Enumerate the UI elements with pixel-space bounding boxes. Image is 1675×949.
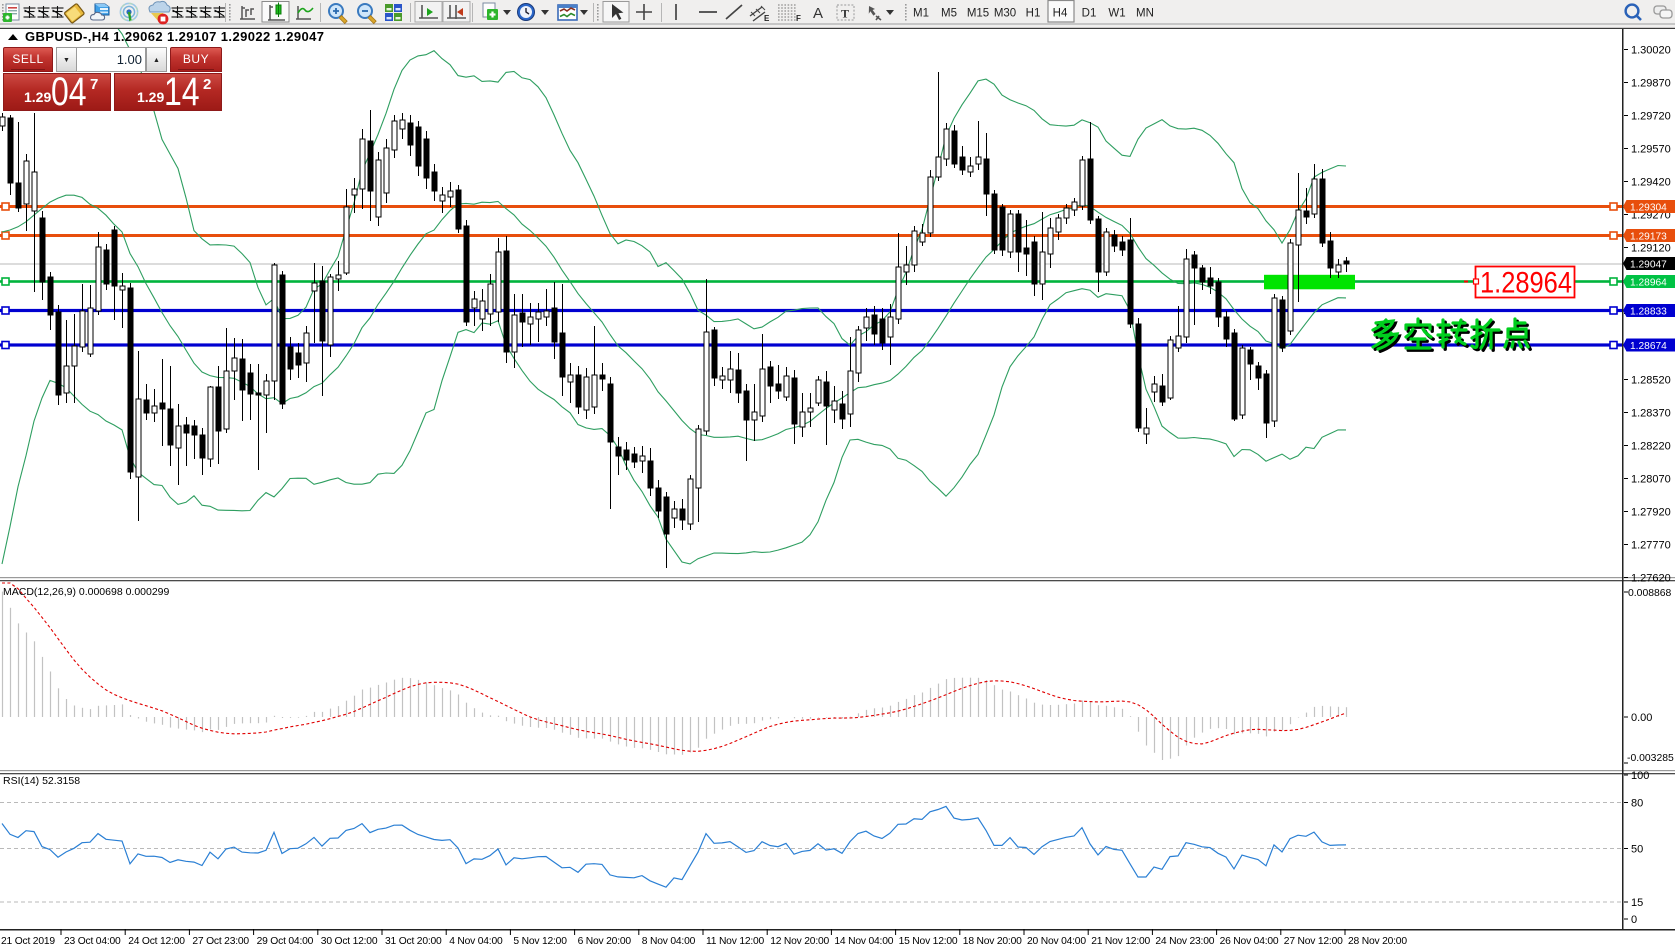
- svg-text:1.28070: 1.28070: [1631, 474, 1671, 486]
- svg-text:W1: W1: [1108, 8, 1125, 20]
- svg-text:F: F: [796, 14, 801, 23]
- svg-text:0.00: 0.00: [1631, 712, 1652, 724]
- svg-text:0.008868: 0.008868: [1628, 588, 1672, 599]
- svg-text:1.29420: 1.29420: [1631, 177, 1671, 189]
- svg-text:H4: H4: [1053, 8, 1068, 20]
- svg-text:20 Nov 04:00: 20 Nov 04:00: [1027, 936, 1086, 947]
- svg-text:8 Nov 04:00: 8 Nov 04:00: [642, 936, 696, 947]
- svg-text:1.30020: 1.30020: [1631, 45, 1671, 57]
- svg-text:RSI(14) 52.3158: RSI(14) 52.3158: [3, 775, 80, 787]
- svg-text:27 Oct 23:00: 27 Oct 23:00: [192, 936, 249, 947]
- svg-text:1.28520: 1.28520: [1631, 375, 1671, 387]
- svg-text:MACD(12,26,9) 0.000698 0.00029: MACD(12,26,9) 0.000698 0.000299: [3, 586, 170, 598]
- svg-text:28 Nov 20:00: 28 Nov 20:00: [1348, 936, 1407, 947]
- svg-text:15 Nov 12:00: 15 Nov 12:00: [899, 936, 958, 947]
- svg-text:1.29720: 1.29720: [1631, 111, 1671, 123]
- svg-text:MN: MN: [1136, 8, 1154, 20]
- svg-text:24 Oct 12:00: 24 Oct 12:00: [128, 936, 185, 947]
- svg-text:1.27920: 1.27920: [1631, 507, 1671, 519]
- svg-text:50: 50: [1631, 844, 1643, 856]
- svg-text:31 Oct 20:00: 31 Oct 20:00: [385, 936, 442, 947]
- svg-text:M5: M5: [941, 8, 957, 20]
- svg-text:M1: M1: [913, 8, 929, 20]
- svg-text:27 Nov 12:00: 27 Nov 12:00: [1284, 936, 1343, 947]
- svg-text:1.29870: 1.29870: [1631, 78, 1671, 90]
- svg-text:H1: H1: [1026, 8, 1041, 20]
- svg-text:E: E: [764, 14, 770, 23]
- svg-text:1.28370: 1.28370: [1631, 408, 1671, 420]
- svg-text:14 Nov 04:00: 14 Nov 04:00: [834, 936, 893, 947]
- svg-text:30 Oct 12:00: 30 Oct 12:00: [321, 936, 378, 947]
- svg-text:1.27620: 1.27620: [1631, 573, 1671, 585]
- svg-text:15: 15: [1631, 897, 1643, 909]
- svg-text:T: T: [841, 7, 849, 21]
- svg-text:4 Nov 04:00: 4 Nov 04:00: [449, 936, 503, 947]
- svg-text:1.27770: 1.27770: [1631, 540, 1671, 552]
- svg-text:-0.003285: -0.003285: [1627, 753, 1674, 764]
- svg-text:24 Nov 23:00: 24 Nov 23:00: [1155, 936, 1214, 947]
- svg-text:1.28964: 1.28964: [1480, 267, 1572, 300]
- svg-text:1.28220: 1.28220: [1631, 441, 1671, 453]
- svg-text:5 Nov 12:00: 5 Nov 12:00: [513, 936, 567, 947]
- svg-text:1.29304: 1.29304: [1630, 202, 1667, 213]
- svg-text:29 Oct 04:00: 29 Oct 04:00: [257, 936, 314, 947]
- svg-text:18 Nov 20:00: 18 Nov 20:00: [963, 936, 1022, 947]
- svg-text:21 Nov 12:00: 21 Nov 12:00: [1091, 936, 1150, 947]
- svg-text:1.28964: 1.28964: [1630, 277, 1667, 288]
- svg-text:1.29570: 1.29570: [1631, 144, 1671, 156]
- svg-text:1.29047: 1.29047: [1630, 259, 1667, 270]
- svg-text:21 Oct 2019: 21 Oct 2019: [1, 936, 55, 947]
- svg-text:M30: M30: [994, 8, 1016, 20]
- svg-text:6 Nov 20:00: 6 Nov 20:00: [578, 936, 632, 947]
- svg-text:A: A: [813, 5, 823, 22]
- svg-text:D1: D1: [1082, 8, 1097, 20]
- svg-text:100: 100: [1631, 770, 1649, 782]
- svg-text:23 Oct 04:00: 23 Oct 04:00: [64, 936, 121, 947]
- svg-text:1.29173: 1.29173: [1630, 231, 1667, 242]
- svg-text:M15: M15: [967, 8, 989, 20]
- svg-text:26 Nov 04:00: 26 Nov 04:00: [1220, 936, 1279, 947]
- svg-text:1.28674: 1.28674: [1630, 341, 1667, 352]
- svg-text:80: 80: [1631, 798, 1643, 810]
- svg-text:0: 0: [1631, 914, 1637, 926]
- svg-text:1.29120: 1.29120: [1631, 243, 1671, 255]
- svg-text:GBPUSD-,H4 1.29062 1.29107 1.: GBPUSD-,H4 1.29062 1.29107 1.29022 1.290…: [25, 29, 324, 44]
- svg-text:1.28833: 1.28833: [1630, 306, 1667, 317]
- svg-text:12 Nov 20:00: 12 Nov 20:00: [770, 936, 829, 947]
- svg-text:11 Nov 12:00: 11 Nov 12:00: [706, 936, 765, 947]
